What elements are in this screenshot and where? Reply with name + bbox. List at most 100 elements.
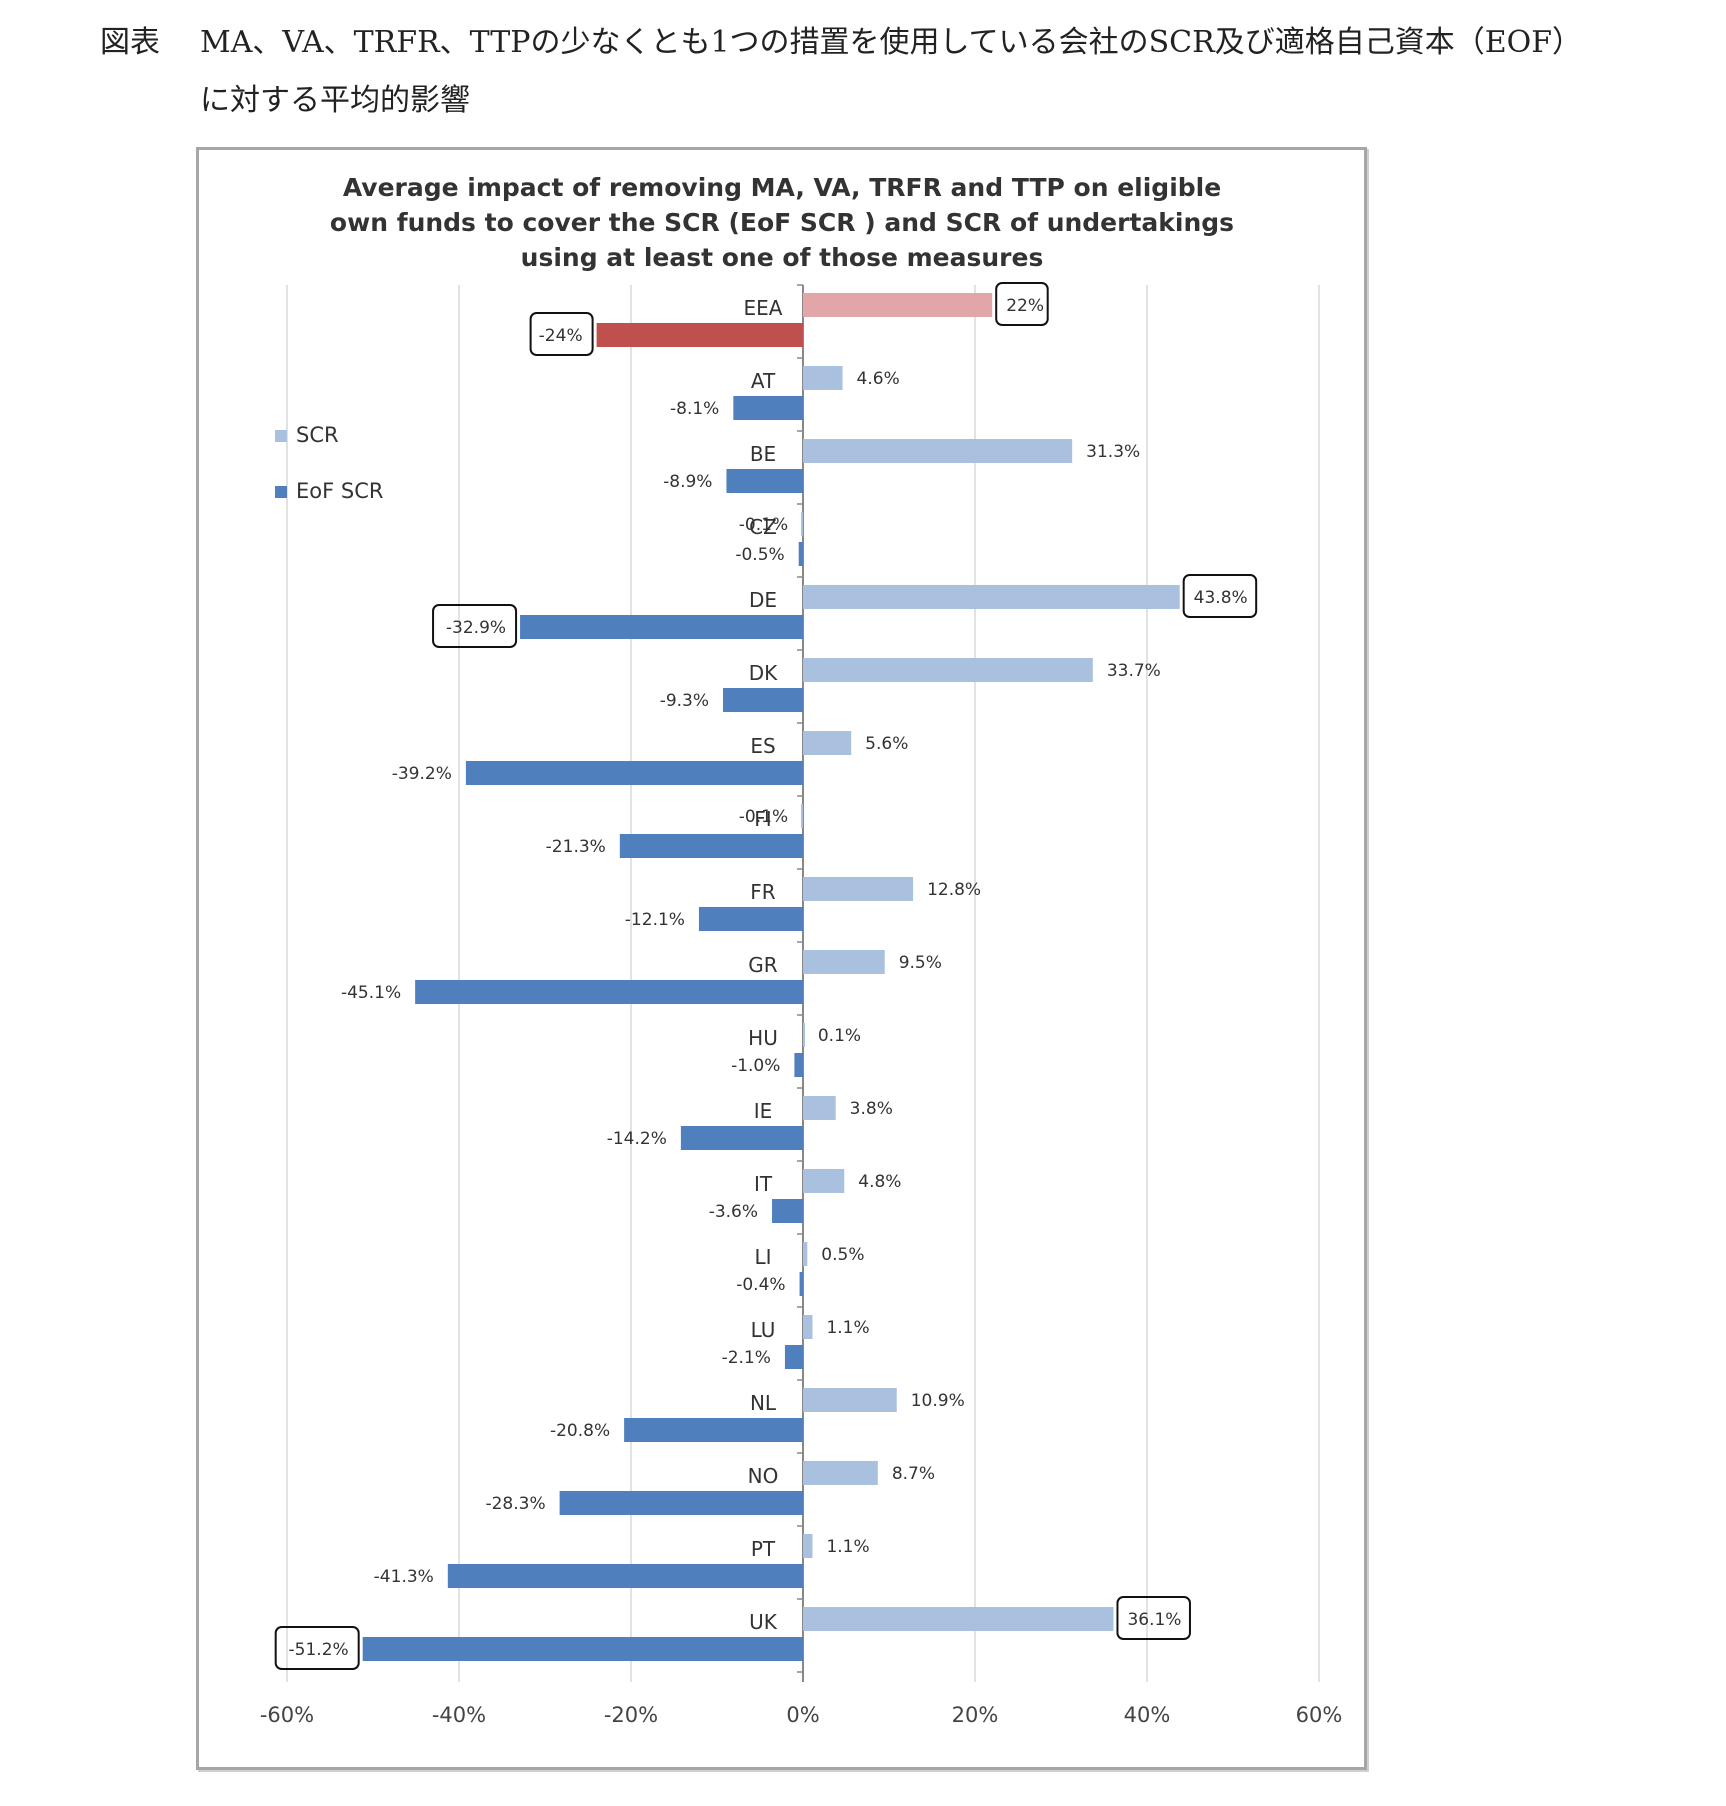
data-label: -0.1% [739, 807, 788, 827]
bar-eof-scr-nl [624, 1418, 803, 1442]
category-label-de: DE [749, 588, 777, 612]
data-label: -2.1% [722, 1348, 771, 1368]
data-label: 12.8% [927, 880, 981, 900]
bar-eof-scr-li [799, 1272, 803, 1296]
bar-scr-hu [803, 1023, 805, 1047]
legend-label-eof-scr: EoF SCR [296, 479, 383, 503]
figure-caption-line-2: に対する平均的影響 [200, 83, 470, 118]
bar-eof-scr-es [465, 761, 803, 785]
bar-scr-nl [803, 1388, 897, 1412]
bar-eof-scr-hu [794, 1053, 803, 1077]
bar-chart: Average impact of removing MA, VA, TRFR … [260, 173, 1343, 1727]
legend-label-scr: SCR [296, 423, 339, 447]
data-label: 8.7% [892, 1464, 935, 1484]
category-label-gr: GR [748, 953, 777, 977]
data-label: -12.1% [625, 910, 685, 930]
data-label: -21.3% [546, 837, 606, 857]
data-label: 31.3% [1086, 442, 1140, 462]
figure-label: 図表 [100, 25, 160, 60]
label-highlight-box [274, 1626, 360, 1670]
bar-scr-eea [803, 293, 993, 317]
data-label: -9.3% [660, 691, 709, 711]
data-label: -1.0% [731, 1056, 780, 1076]
x-tick-label: 0% [786, 1703, 819, 1727]
x-tick-label: 20% [952, 1703, 999, 1727]
data-label: 4.6% [857, 369, 900, 389]
bar-eof-scr-ie [680, 1126, 803, 1150]
data-label: 1.1% [826, 1537, 869, 1557]
bar-eof-scr-fi [619, 834, 803, 858]
category-label-es: ES [750, 734, 775, 758]
data-label: 3.8% [850, 1099, 893, 1119]
bar-scr-fi [801, 804, 803, 828]
bar-eof-scr-gr [415, 980, 803, 1004]
label-highlight-box [1116, 1596, 1191, 1640]
bar-scr-be [803, 439, 1073, 463]
bar-eof-scr-be [726, 469, 803, 493]
bar-eof-scr-fr [698, 907, 803, 931]
category-label-lu: LU [751, 1318, 776, 1342]
data-label: -0.1% [739, 515, 788, 535]
bar-scr-ie [803, 1096, 836, 1120]
data-label: -14.2% [607, 1129, 667, 1149]
bar-scr-li [803, 1242, 808, 1266]
category-label-it: IT [754, 1172, 773, 1196]
bar-scr-uk [803, 1607, 1114, 1631]
data-label: 36.1% [1127, 1610, 1181, 1630]
category-label-fi: FI [754, 807, 771, 831]
legend-swatch-eof-scr [275, 486, 287, 498]
data-label: -3.6% [709, 1202, 758, 1222]
category-label-li: LI [754, 1245, 771, 1269]
category-label-pt: PT [751, 1537, 776, 1561]
data-label: -45.1% [341, 983, 401, 1003]
figure-caption-line-1: MA、VA、TRFR、TTPの少なくとも1つの措置を使用している会社のSCR及び… [200, 25, 1583, 60]
bar-eof-scr-no [559, 1491, 803, 1515]
label-highlight-box [1182, 574, 1258, 618]
bar-scr-cz [801, 512, 803, 536]
bar-scr-no [803, 1461, 878, 1485]
category-label-be: BE [750, 442, 776, 466]
legend-swatch-scr [275, 430, 287, 442]
data-label: 10.9% [911, 1391, 965, 1411]
x-tick-label: -60% [260, 1703, 314, 1727]
data-label: -28.3% [485, 1494, 545, 1514]
label-highlight-box [995, 282, 1049, 326]
x-tick-label: -40% [432, 1703, 486, 1727]
bar-eof-scr-uk [362, 1637, 803, 1661]
bar-eof-scr-it [772, 1199, 803, 1223]
data-label: 5.6% [865, 734, 908, 754]
category-label-cz: CZ [749, 515, 777, 539]
x-tick-label: 40% [1124, 1703, 1171, 1727]
data-label: 0.5% [821, 1245, 864, 1265]
data-label: -39.2% [392, 764, 452, 784]
bar-eof-scr-dk [723, 688, 803, 712]
bar-scr-fr [803, 877, 914, 901]
chart-title-line: own funds to cover the SCR (EoF SCR ) an… [330, 208, 1234, 237]
category-label-fr: FR [750, 880, 776, 904]
bar-scr-de [803, 585, 1180, 609]
data-label: 9.5% [899, 953, 942, 973]
data-label: -41.3% [374, 1567, 434, 1587]
category-label-no: NO [748, 1464, 779, 1488]
bar-eof-scr-eea [596, 323, 803, 347]
data-label: 0.1% [818, 1026, 861, 1046]
bar-scr-lu [803, 1315, 813, 1339]
chart-title-line: Average impact of removing MA, VA, TRFR … [343, 173, 1221, 202]
chart-title-line: using at least one of those measures [521, 243, 1044, 272]
category-label-uk: UK [749, 1610, 778, 1634]
x-tick-label: 60% [1296, 1703, 1343, 1727]
label-highlight-box [432, 604, 518, 648]
bar-scr-es [803, 731, 852, 755]
category-label-nl: NL [750, 1391, 777, 1415]
bar-scr-pt [803, 1534, 813, 1558]
data-label: 22% [1006, 296, 1044, 316]
category-label-dk: DK [749, 661, 778, 685]
bar-eof-scr-at [733, 396, 803, 420]
bar-eof-scr-cz [798, 542, 803, 566]
data-label: 1.1% [826, 1318, 869, 1338]
label-highlight-box [529, 312, 594, 356]
bar-scr-it [803, 1169, 845, 1193]
category-label-hu: HU [748, 1026, 778, 1050]
bar-scr-gr [803, 950, 885, 974]
data-label: -32.9% [446, 618, 506, 638]
